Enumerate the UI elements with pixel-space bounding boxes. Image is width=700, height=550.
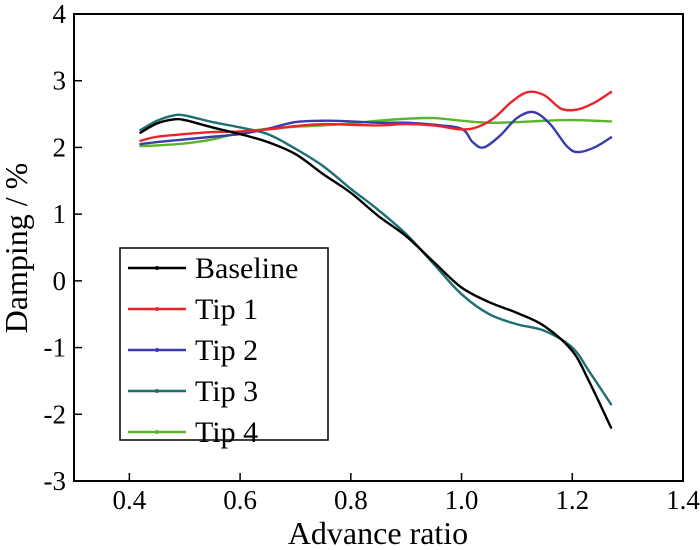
- x-tick-label: 0.4: [112, 485, 146, 515]
- legend-label-tip-2: Tip 2: [195, 334, 258, 367]
- legend-marker-tip-3: [155, 389, 159, 393]
- y-axis-title: Damping / %: [0, 163, 34, 334]
- y-tick-label: 0: [53, 266, 67, 296]
- legend-items: Baseline Tip 1 Tip 2 Tip 3 Tip 4: [128, 252, 298, 449]
- y-tick-label: -2: [44, 399, 67, 429]
- legend: Baseline Tip 1 Tip 2 Tip 3 Tip 4: [119, 247, 329, 449]
- y-tick-label: -1: [44, 333, 67, 363]
- legend-label-baseline: Baseline: [195, 252, 298, 285]
- plot-frame: [73, 13, 684, 482]
- series-line-baseline: [139, 117, 613, 429]
- series-lines: [139, 90, 613, 429]
- axis-ticks: 0.4 0.6 0.8 1.0 1.2 1.4 -3 -2 -1 0 1 2 3 4: [44, 0, 700, 515]
- y-tick-label: 4: [53, 0, 67, 29]
- y-tick-label: -3: [44, 466, 67, 496]
- x-tick-label: 1.4: [666, 485, 700, 515]
- x-tick-label: 1.2: [555, 485, 589, 515]
- x-tick-label: 0.8: [334, 485, 368, 515]
- series-line-tip-3: [139, 113, 613, 406]
- legend-marker-tip-4: [155, 430, 159, 434]
- legend-marker-tip-1: [155, 307, 159, 311]
- x-tick-label: 0.6: [223, 485, 257, 515]
- legend-label-tip-4: Tip 4: [195, 416, 258, 449]
- legend-box: [119, 247, 329, 441]
- legend-label-tip-3: Tip 3: [195, 375, 258, 408]
- x-tick-label: 1.0: [445, 485, 479, 515]
- x-axis-title: Advance ratio: [288, 515, 468, 550]
- y-tick-label: 1: [53, 199, 67, 229]
- legend-label-tip-1: Tip 1: [195, 293, 258, 326]
- legend-marker-tip-2: [155, 348, 159, 352]
- y-tick-label: 2: [53, 132, 67, 162]
- y-tick-label: 3: [53, 66, 67, 96]
- legend-marker-baseline: [155, 266, 159, 270]
